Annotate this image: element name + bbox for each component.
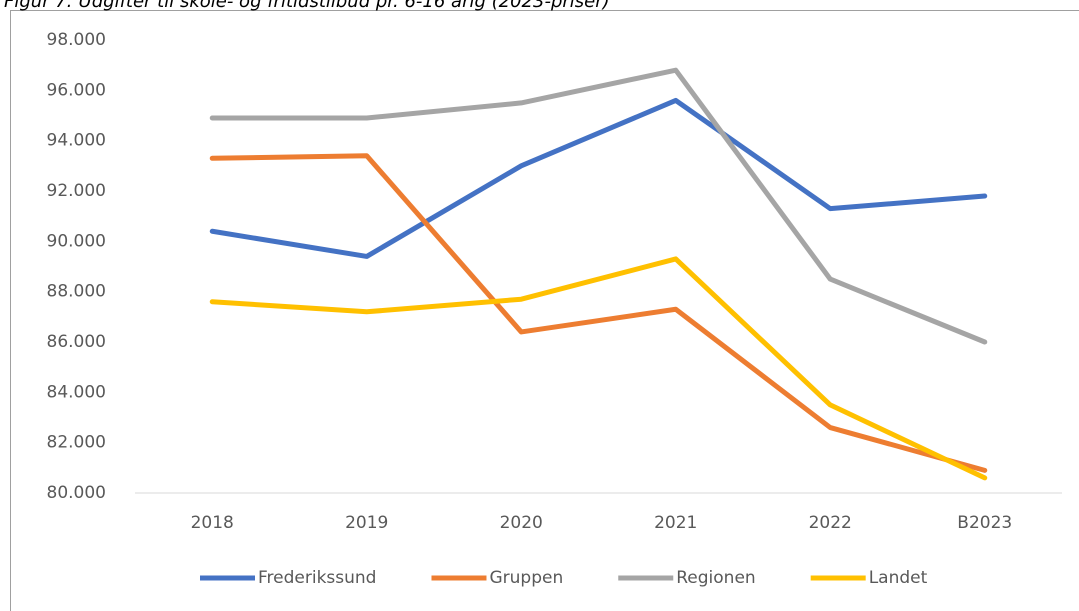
y-tick-label: 80.000: [47, 483, 106, 503]
y-tick-label: 92.000: [47, 181, 106, 201]
x-tick-label: 2019: [345, 513, 388, 533]
series-line: [209, 256, 988, 481]
x-tick-label: 2020: [500, 513, 543, 533]
series-line: [209, 97, 988, 259]
y-tick-label: 88.000: [47, 282, 106, 302]
x-tick-label: 2021: [654, 513, 697, 533]
y-tick-label: 82.000: [47, 433, 106, 453]
chart-frame: [10, 10, 1079, 611]
legend-label: Gruppen: [489, 568, 563, 588]
series-line: [209, 153, 988, 473]
x-tick-label: 2022: [809, 513, 852, 533]
legend-label: Landet: [869, 568, 928, 588]
legend-label: Regionen: [676, 568, 755, 588]
y-tick-label: 98.000: [47, 30, 106, 50]
y-tick-label: 90.000: [47, 231, 106, 251]
y-tick-label: 96.000: [47, 80, 106, 100]
x-tick-label: B2023: [957, 513, 1012, 533]
y-tick-label: 86.000: [47, 332, 106, 352]
y-tick-label: 84.000: [47, 382, 106, 402]
x-tick-label: 2018: [191, 513, 234, 533]
chart-title: Figur 7: Udgifter til skole- og fritidst…: [4, 0, 610, 12]
legend-label: Frederikssund: [258, 568, 376, 588]
y-tick-label: 94.000: [47, 131, 106, 151]
series-line: [209, 67, 988, 345]
